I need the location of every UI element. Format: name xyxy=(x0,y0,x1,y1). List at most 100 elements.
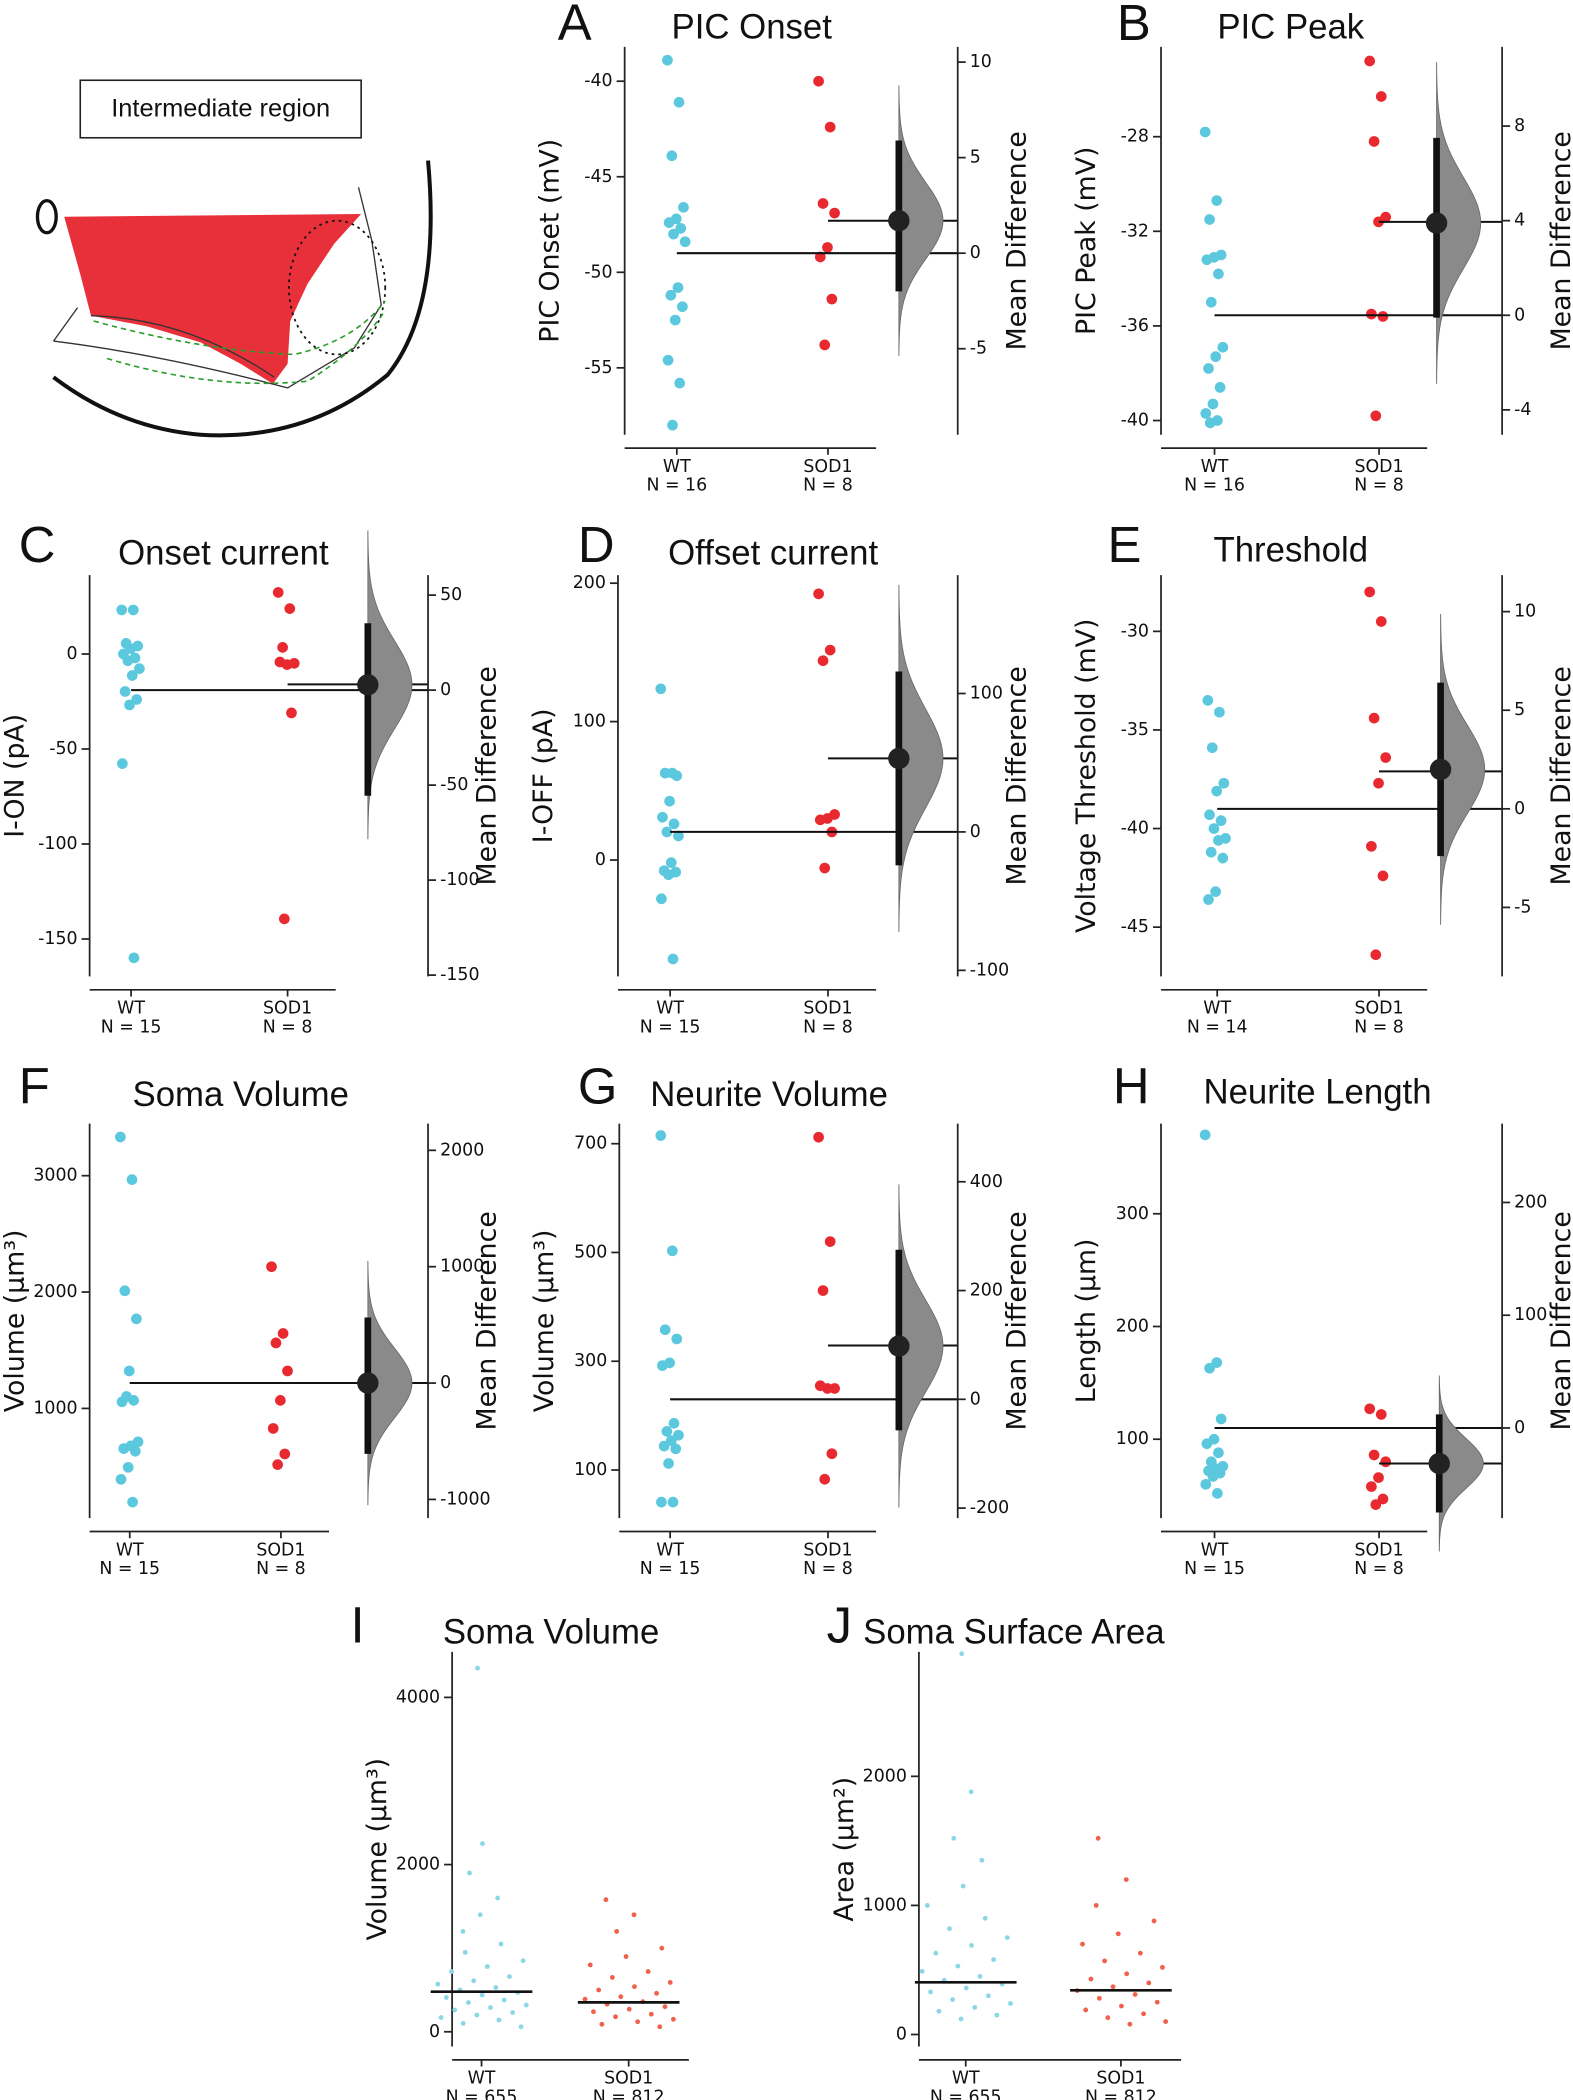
mean-difference xyxy=(357,1372,379,1394)
y2-tick-label: 50 xyxy=(440,585,462,605)
x-tick-label: SOD1 xyxy=(1354,457,1403,477)
data-point xyxy=(1105,2015,1111,2021)
data-point xyxy=(665,857,677,869)
y-tick-label: 200 xyxy=(1116,1316,1149,1336)
data-point xyxy=(814,814,826,826)
y2-tick-label: 200 xyxy=(970,1281,1003,1301)
y2-tick-label: -100 xyxy=(970,960,1009,980)
x-tick-label: WT xyxy=(656,1540,684,1560)
data-point xyxy=(474,2012,480,2018)
y-tick-label: 700 xyxy=(574,1134,607,1154)
data-point xyxy=(1213,268,1224,280)
y-tick-label: 0 xyxy=(67,644,78,664)
data-point xyxy=(1364,586,1376,598)
mean-difference xyxy=(357,674,379,696)
data-point xyxy=(1217,852,1229,864)
data-point xyxy=(673,96,685,108)
data-point xyxy=(955,1963,961,1969)
data-point xyxy=(659,767,671,779)
data-point xyxy=(582,1996,588,2002)
x-tick-label: WT xyxy=(116,1540,144,1560)
y-tick-label: -150 xyxy=(38,929,77,949)
y-tick-label: 100 xyxy=(574,1460,607,1480)
y-tick-label: -45 xyxy=(584,167,612,187)
data-point xyxy=(493,1985,499,1990)
panel-letter: F xyxy=(19,1058,50,1115)
data-point xyxy=(1096,1995,1102,2001)
data-point xyxy=(127,1496,138,1508)
data-point xyxy=(1115,1931,1121,1937)
data-point xyxy=(1366,308,1377,320)
x-tick-label: WT xyxy=(117,999,145,1019)
data-point xyxy=(668,818,680,830)
data-point xyxy=(438,2015,444,2020)
data-point xyxy=(1368,136,1380,147)
data-point xyxy=(443,1995,449,2000)
y-tick-label: 0 xyxy=(595,850,606,870)
data-point xyxy=(1110,1984,1116,1990)
data-point xyxy=(1214,382,1226,393)
data-point xyxy=(279,1448,291,1460)
data-point xyxy=(1095,1835,1101,1841)
data-point xyxy=(507,1974,512,1980)
y-tick-label: -30 xyxy=(1121,621,1149,641)
y-tick-label: -45 xyxy=(1121,917,1149,937)
group-size-label: N = 655 xyxy=(930,2087,1002,2100)
data-point xyxy=(266,1261,277,1273)
data-point xyxy=(1083,2007,1089,2013)
panel-letter: H xyxy=(1113,1058,1150,1115)
data-point xyxy=(284,603,296,614)
data-point xyxy=(282,1365,293,1377)
data-point xyxy=(1204,1362,1215,1374)
data-point xyxy=(495,1895,501,1901)
x-tick-label: SOD1 xyxy=(256,1540,305,1560)
data-point xyxy=(272,1459,283,1470)
data-point xyxy=(435,1981,441,1987)
data-point xyxy=(614,1929,620,1934)
data-point xyxy=(824,121,836,133)
group-size-label: N = 8 xyxy=(803,1017,853,1037)
group-size-label: N = 8 xyxy=(1354,1017,1404,1037)
data-point xyxy=(1210,886,1221,897)
panel: E Threshold -45 -40 -35 -30 Voltage Threshold … xyxy=(1071,516,1573,1037)
data-point xyxy=(817,655,829,667)
data-point xyxy=(126,1174,138,1186)
data-point xyxy=(1370,1499,1382,1510)
group-size-label: N = 15 xyxy=(99,1559,160,1579)
y-axis-label: Volume (µm³) xyxy=(0,1230,31,1413)
data-point xyxy=(671,1333,683,1345)
y2-tick-label: -200 xyxy=(970,1498,1009,1518)
data-point xyxy=(1368,1449,1380,1461)
data-point xyxy=(1141,2011,1146,2017)
data-point xyxy=(1124,1971,1130,1977)
panel-title: PIC Peak xyxy=(1217,9,1364,47)
data-point xyxy=(460,2021,466,2026)
panel: I Soma Volume 0 2000 4000 Volume (µm³) WTN = 6… xyxy=(350,1597,689,2100)
y2-axis-label: Mean Difference xyxy=(1001,131,1032,350)
data-point xyxy=(1375,91,1387,102)
data-point xyxy=(520,1958,526,1964)
panel-title: Onset current xyxy=(118,534,329,572)
diagram-label: Intermediate region xyxy=(111,94,330,122)
data-point xyxy=(116,604,128,616)
data-point xyxy=(813,75,824,87)
data-point xyxy=(1210,351,1222,363)
y2-tick-label: 400 xyxy=(970,1172,1003,1192)
data-point xyxy=(1132,1992,1138,1997)
data-point xyxy=(1204,214,1215,225)
y2-tick-label: 2000 xyxy=(440,1140,484,1160)
data-point xyxy=(121,1391,132,1402)
panel-title: Soma Surface Area xyxy=(863,1614,1165,1652)
y-tick-label: 1000 xyxy=(33,1398,77,1418)
data-point xyxy=(826,1448,838,1460)
data-point xyxy=(1199,1129,1211,1141)
panel: D Offset current 0 100 200 I-OFF (pA) WTN = 15… xyxy=(528,516,1033,1037)
data-point xyxy=(1160,1964,1165,1970)
data-point xyxy=(1204,417,1216,429)
data-point xyxy=(936,2008,942,2014)
data-point xyxy=(267,1423,279,1434)
panel-letter: D xyxy=(578,516,615,573)
data-point xyxy=(471,1978,477,1984)
data-point xyxy=(1203,894,1214,905)
